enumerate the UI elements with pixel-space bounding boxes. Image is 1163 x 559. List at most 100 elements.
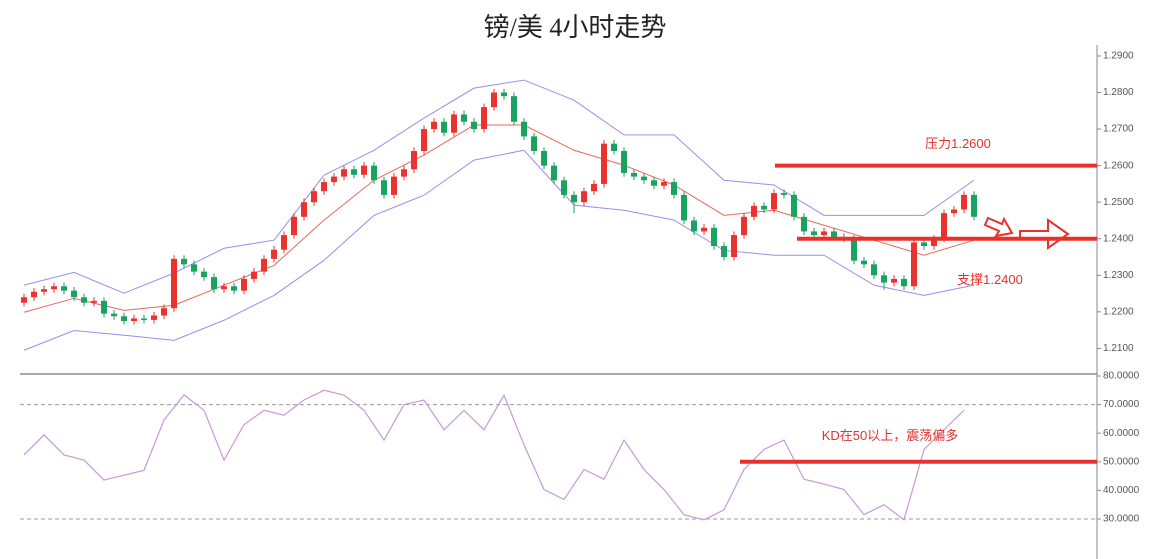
- candle-body: [221, 286, 227, 290]
- candle-body: [751, 205, 757, 217]
- annotation-label: 压力1.2600: [925, 136, 991, 151]
- candle-body: [581, 191, 587, 203]
- candle-body: [191, 264, 197, 272]
- candle-body: [801, 216, 807, 232]
- candle-body: [441, 121, 447, 133]
- candle-body: [201, 271, 207, 278]
- candle-body: [731, 235, 737, 258]
- candle-body: [561, 180, 567, 195]
- candle-body: [911, 242, 917, 287]
- candle-body: [81, 297, 87, 303]
- candle-body: [51, 286, 57, 290]
- candle-body: [671, 182, 677, 195]
- y-tick-label: 1.2800: [1103, 87, 1134, 98]
- candle-body: [621, 151, 627, 173]
- annotation-label: KD在50以上，震荡偏多: [822, 428, 959, 443]
- candle-body: [711, 227, 717, 247]
- y-tick-label: 1.2400: [1103, 233, 1134, 244]
- y-tick-label: 70.0000: [1103, 399, 1140, 410]
- kd-line: [23, 389, 965, 521]
- candle-body: [311, 191, 317, 203]
- candle-body: [591, 183, 597, 192]
- band-line: [23, 79, 975, 294]
- candle-body: [651, 180, 657, 186]
- band-line: [23, 149, 975, 351]
- candle-body: [861, 260, 867, 265]
- candle-body: [921, 242, 927, 247]
- candle-body: [111, 313, 117, 317]
- candle-body: [641, 176, 647, 181]
- candle-body: [411, 151, 417, 170]
- candle-body: [21, 297, 27, 303]
- candle-body: [511, 96, 517, 122]
- candle-body: [161, 308, 167, 316]
- band-line: [23, 124, 975, 313]
- candle-body: [881, 275, 887, 283]
- candle-body: [31, 291, 37, 298]
- candle-body: [351, 169, 357, 175]
- arrow: [983, 216, 1014, 238]
- candle-body: [211, 277, 217, 290]
- y-tick-label: 1.2500: [1103, 197, 1134, 208]
- y-tick-label: 60.0000: [1103, 428, 1140, 439]
- candle-body: [971, 194, 977, 217]
- candle-body: [371, 165, 377, 181]
- y-tick-label: 1.2100: [1103, 343, 1134, 354]
- candle-body: [851, 238, 857, 261]
- candle-body: [131, 318, 137, 321]
- candle-body: [631, 172, 637, 177]
- candle-body: [401, 169, 407, 177]
- y-tick-label: 1.2200: [1103, 306, 1134, 317]
- candle-body: [521, 121, 527, 137]
- y-tick-label: 1.2900: [1103, 51, 1134, 62]
- y-tick-label: 1.2300: [1103, 270, 1134, 281]
- candle-body: [721, 246, 727, 258]
- chart-title: 镑/美 4小时走势: [484, 13, 667, 42]
- candle-body: [481, 107, 487, 130]
- candle-body: [431, 121, 437, 130]
- candle-body: [261, 258, 267, 272]
- candle-body: [471, 121, 477, 130]
- candle-body: [71, 290, 77, 298]
- candle-body: [321, 182, 327, 192]
- candle-body: [151, 315, 157, 320]
- y-tick-label: 80.0000: [1103, 371, 1140, 382]
- candle-body: [121, 316, 127, 321]
- candle-body: [781, 193, 787, 195]
- candle-body: [251, 271, 257, 279]
- candle-body: [61, 286, 67, 291]
- candle-body: [451, 114, 457, 133]
- candle-body: [141, 318, 147, 320]
- candle-body: [291, 216, 297, 236]
- candle-body: [691, 220, 697, 232]
- candle-body: [41, 289, 47, 292]
- y-tick-label: 30.0000: [1103, 514, 1140, 525]
- candle-body: [741, 216, 747, 236]
- candle-body: [791, 194, 797, 217]
- candle-body: [601, 143, 607, 184]
- candle-body: [361, 165, 367, 175]
- candle-body: [231, 286, 237, 291]
- candle-body: [931, 238, 937, 247]
- candle-body: [541, 151, 547, 166]
- candle-body: [181, 258, 187, 265]
- candle-body: [501, 92, 507, 97]
- candle-body: [491, 92, 497, 108]
- candle-body: [171, 258, 177, 309]
- candle-body: [941, 213, 947, 239]
- candle-body: [241, 278, 247, 291]
- candle-body: [771, 193, 777, 210]
- candle-body: [891, 278, 897, 283]
- candle-body: [91, 300, 97, 303]
- candle-body: [761, 205, 767, 210]
- candle-body: [901, 278, 907, 287]
- candle-body: [531, 136, 537, 152]
- candle-body: [421, 129, 427, 152]
- candle-body: [101, 300, 107, 314]
- candle-body: [821, 231, 827, 236]
- candle-body: [701, 227, 707, 232]
- candle-body: [391, 176, 397, 195]
- candle-body: [661, 182, 667, 186]
